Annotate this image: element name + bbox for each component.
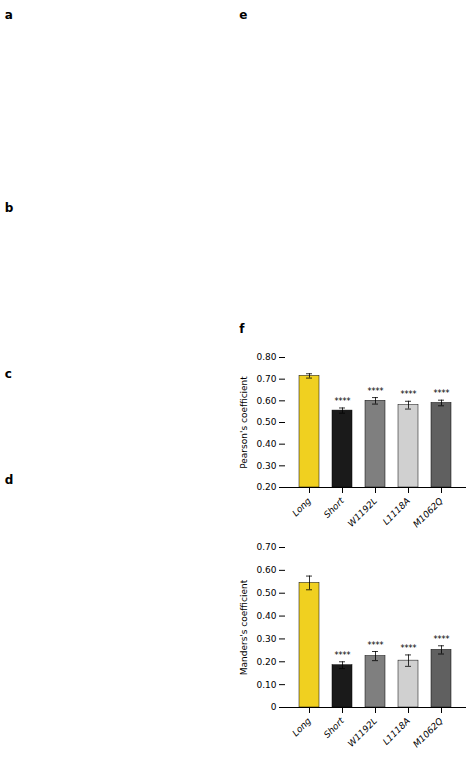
svg-text:Short: Short	[322, 715, 346, 739]
svg-text:W1192L: W1192L	[346, 716, 379, 749]
svg-text:0: 0	[271, 702, 277, 712]
svg-text:M1062Q: M1062Q	[411, 716, 445, 750]
svg-text:0.20: 0.20	[256, 482, 276, 492]
svg-text:****: ****	[401, 390, 417, 399]
svg-text:0.40: 0.40	[256, 439, 276, 449]
svg-text:L1118A: L1118A	[381, 496, 412, 527]
svg-text:Short: Short	[322, 495, 346, 519]
svg-text:M1062Q: M1062Q	[411, 496, 445, 530]
html-text:a: a	[4, 7, 13, 22]
svg-text:0.50: 0.50	[256, 588, 276, 598]
svg-text:0.30: 0.30	[256, 461, 276, 471]
html-text:b: b	[4, 200, 14, 215]
svg-text:0.30: 0.30	[256, 634, 276, 644]
svg-text:****: ****	[434, 635, 450, 644]
svg-text:Manders's coefficient: Manders's coefficient	[239, 579, 249, 675]
svg-text:Long: Long	[290, 716, 313, 739]
svg-text:0.20: 0.20	[256, 657, 276, 667]
svg-text:W1192L: W1192L	[346, 496, 379, 529]
svg-text:****: ****	[335, 397, 351, 406]
svg-text:0.40: 0.40	[256, 611, 276, 621]
svg-text:****: ****	[434, 389, 450, 398]
svg-text:0.70: 0.70	[256, 542, 276, 552]
svg-text:****: ****	[335, 651, 351, 660]
svg-text:0.10: 0.10	[256, 680, 276, 690]
svg-text:Pearson's coefficient: Pearson's coefficient	[239, 376, 249, 469]
svg-text:0.80: 0.80	[256, 352, 276, 362]
svg-text:0.50: 0.50	[256, 417, 276, 427]
html-text:e: e	[239, 7, 248, 22]
svg-text:****: ****	[401, 644, 417, 653]
html-text:f: f	[239, 321, 245, 336]
html-text:d: d	[4, 473, 14, 488]
svg-text:****: ****	[368, 641, 384, 650]
svg-text:0.60: 0.60	[256, 396, 276, 406]
svg-text:0.60: 0.60	[256, 565, 276, 575]
svg-text:L1118A: L1118A	[381, 716, 412, 747]
svg-text:0.70: 0.70	[256, 374, 276, 384]
html-text:c: c	[4, 367, 12, 382]
svg-text:Long: Long	[290, 496, 313, 519]
svg-text:****: ****	[368, 387, 384, 396]
